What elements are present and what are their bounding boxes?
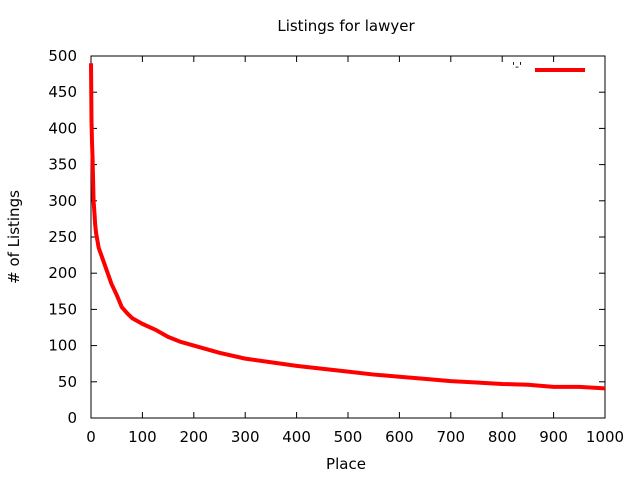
y-tick-labels: 0 50 100 150 200 250 300 350 400 450 500 — [48, 47, 77, 427]
x-tick-label: 1000 — [586, 428, 624, 446]
y-tick-label: 300 — [48, 192, 77, 210]
x-tick-label: 500 — [334, 428, 363, 446]
y-tick-label: 400 — [48, 119, 77, 137]
y-tick-label: 200 — [48, 264, 77, 282]
legend: '-' — [512, 60, 585, 73]
plot-frame — [90, 55, 606, 419]
y-tick-label: 500 — [48, 47, 77, 65]
y-tick-label: 50 — [58, 373, 77, 391]
y-tick-label: 100 — [48, 337, 77, 355]
x-tick-label: 900 — [539, 428, 568, 446]
x-tick-label: 700 — [436, 428, 465, 446]
x-tick-label: 200 — [179, 428, 208, 446]
y-tick-label: 0 — [67, 409, 77, 427]
x-tick-label: 600 — [385, 428, 414, 446]
y-tick-label: 250 — [48, 228, 77, 246]
x-tick-label: 100 — [128, 428, 157, 446]
legend-label: '-' — [512, 60, 522, 73]
chart-title: Listings for lawyer — [277, 17, 415, 35]
x-tick-label: 800 — [488, 428, 517, 446]
x-axis-label: Place — [326, 455, 366, 473]
x-tick-label: 0 — [86, 428, 96, 446]
axis-ticks — [90, 55, 606, 419]
y-axis-label: # of Listings — [5, 190, 23, 284]
x-tick-label: 300 — [231, 428, 260, 446]
y-tick-label: 350 — [48, 156, 77, 174]
x-tick-label: 400 — [282, 428, 311, 446]
y-tick-label: 150 — [48, 300, 77, 318]
series-line — [89, 63, 606, 391]
y-tick-label: 450 — [48, 83, 77, 101]
x-tick-labels: 0 100 200 300 400 500 600 700 800 900 1000 — [86, 428, 624, 446]
